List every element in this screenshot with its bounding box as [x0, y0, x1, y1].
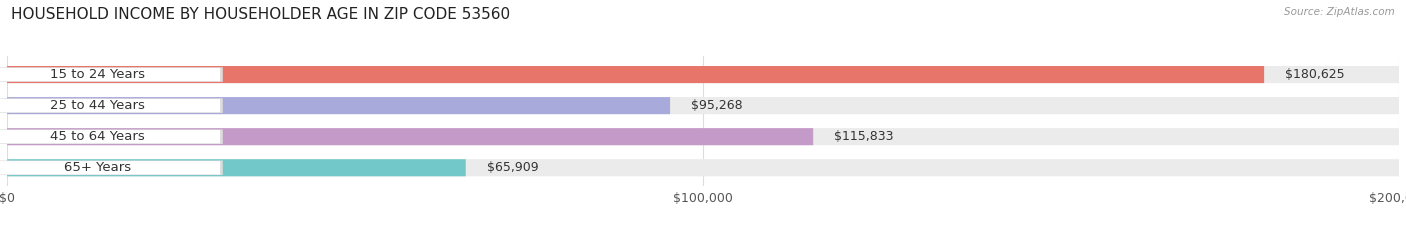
- FancyBboxPatch shape: [7, 128, 813, 145]
- Text: 65+ Years: 65+ Years: [65, 161, 131, 174]
- Text: $65,909: $65,909: [486, 161, 538, 174]
- Text: 15 to 24 Years: 15 to 24 Years: [51, 68, 145, 81]
- FancyBboxPatch shape: [0, 161, 222, 175]
- FancyBboxPatch shape: [7, 66, 1399, 83]
- FancyBboxPatch shape: [7, 159, 465, 176]
- Text: 25 to 44 Years: 25 to 44 Years: [51, 99, 145, 112]
- FancyBboxPatch shape: [7, 159, 1399, 176]
- FancyBboxPatch shape: [0, 99, 219, 112]
- FancyBboxPatch shape: [7, 66, 1264, 83]
- FancyBboxPatch shape: [0, 98, 222, 113]
- FancyBboxPatch shape: [0, 67, 222, 82]
- Text: $95,268: $95,268: [690, 99, 742, 112]
- FancyBboxPatch shape: [0, 130, 219, 143]
- Text: $115,833: $115,833: [834, 130, 894, 143]
- Text: $180,625: $180,625: [1285, 68, 1344, 81]
- FancyBboxPatch shape: [0, 68, 219, 81]
- FancyBboxPatch shape: [0, 129, 222, 144]
- FancyBboxPatch shape: [7, 128, 1399, 145]
- FancyBboxPatch shape: [0, 161, 219, 175]
- FancyBboxPatch shape: [7, 97, 1399, 114]
- Text: 45 to 64 Years: 45 to 64 Years: [51, 130, 145, 143]
- Text: HOUSEHOLD INCOME BY HOUSEHOLDER AGE IN ZIP CODE 53560: HOUSEHOLD INCOME BY HOUSEHOLDER AGE IN Z…: [11, 7, 510, 22]
- FancyBboxPatch shape: [7, 97, 671, 114]
- Text: Source: ZipAtlas.com: Source: ZipAtlas.com: [1284, 7, 1395, 17]
